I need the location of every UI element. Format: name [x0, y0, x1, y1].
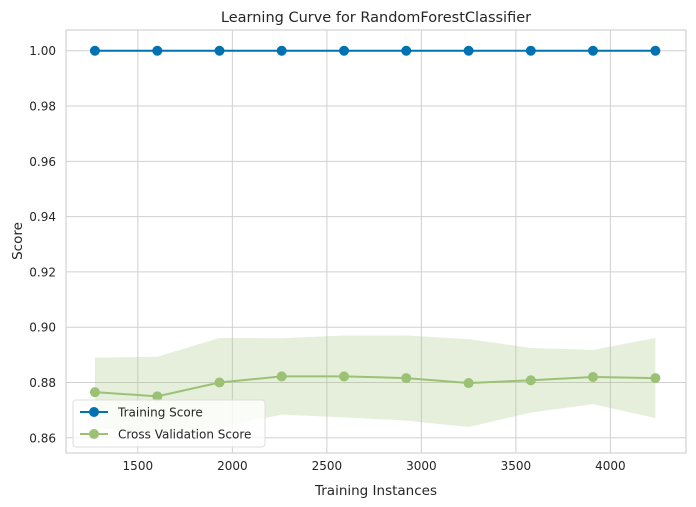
legend-label-training: Training Score [117, 406, 203, 420]
x-tick-label: 2000 [217, 459, 248, 473]
y-axis-label: Score [10, 222, 26, 260]
y-tick-label: 0.98 [29, 100, 56, 114]
legend-box [72, 399, 266, 448]
legend-marker-cv [89, 429, 99, 439]
cv-score-line [94, 375, 656, 398]
chart-title: Learning Curve for RandomForestClassifie… [221, 10, 531, 26]
cv-score-point [276, 371, 287, 382]
cv-score-point [588, 371, 598, 382]
cv-score-point [525, 375, 536, 386]
y-tick-label: 0.90 [29, 321, 56, 335]
training-score-point [89, 45, 100, 56]
legend: Training Score Cross Validation Score [72, 399, 266, 448]
cv-score-point [152, 391, 163, 402]
y-tick-label: 0.96 [29, 155, 56, 169]
legend-marker-training [89, 407, 99, 417]
training-score-point [276, 45, 287, 56]
cv-score-point [401, 373, 412, 384]
training-score-point [463, 45, 474, 56]
cv-score-point [214, 377, 225, 388]
y-tick-label: 0.94 [29, 210, 56, 224]
x-tick-label: 2500 [312, 459, 343, 473]
training-score-point [214, 45, 225, 56]
legend-label-cv: Cross Validation Score [118, 428, 251, 442]
y-tick-label: 0.92 [29, 265, 56, 279]
x-axis-label: Training Instances [314, 483, 437, 499]
x-tick-label: 1500 [123, 459, 154, 473]
cv-score-point [650, 373, 661, 384]
y-tick-label: 1.00 [29, 44, 56, 58]
cv-score-point [89, 387, 100, 398]
training-score-point [339, 45, 350, 56]
training-score-point [588, 45, 598, 56]
y-tick-label: 0.88 [29, 376, 56, 390]
x-tick-label: 3000 [406, 459, 437, 473]
series-lines [94, 49, 656, 398]
series-points [89, 45, 661, 402]
x-axis-ticks: 1500 2000 2500 3000 3500 4000 [123, 459, 626, 473]
training-score-point [525, 45, 536, 56]
cv-score-point [339, 371, 350, 382]
training-score-point [152, 45, 163, 56]
y-axis-ticks: 0.86 0.88 0.90 0.92 0.94 0.96 0.98 1.00 [29, 44, 56, 445]
cv-score-point [463, 378, 474, 389]
x-tick-label: 4000 [595, 459, 626, 473]
y-tick-label: 0.86 [29, 431, 56, 445]
training-score-point [401, 45, 412, 56]
training-score-point [650, 45, 661, 56]
x-tick-label: 3500 [501, 459, 532, 473]
